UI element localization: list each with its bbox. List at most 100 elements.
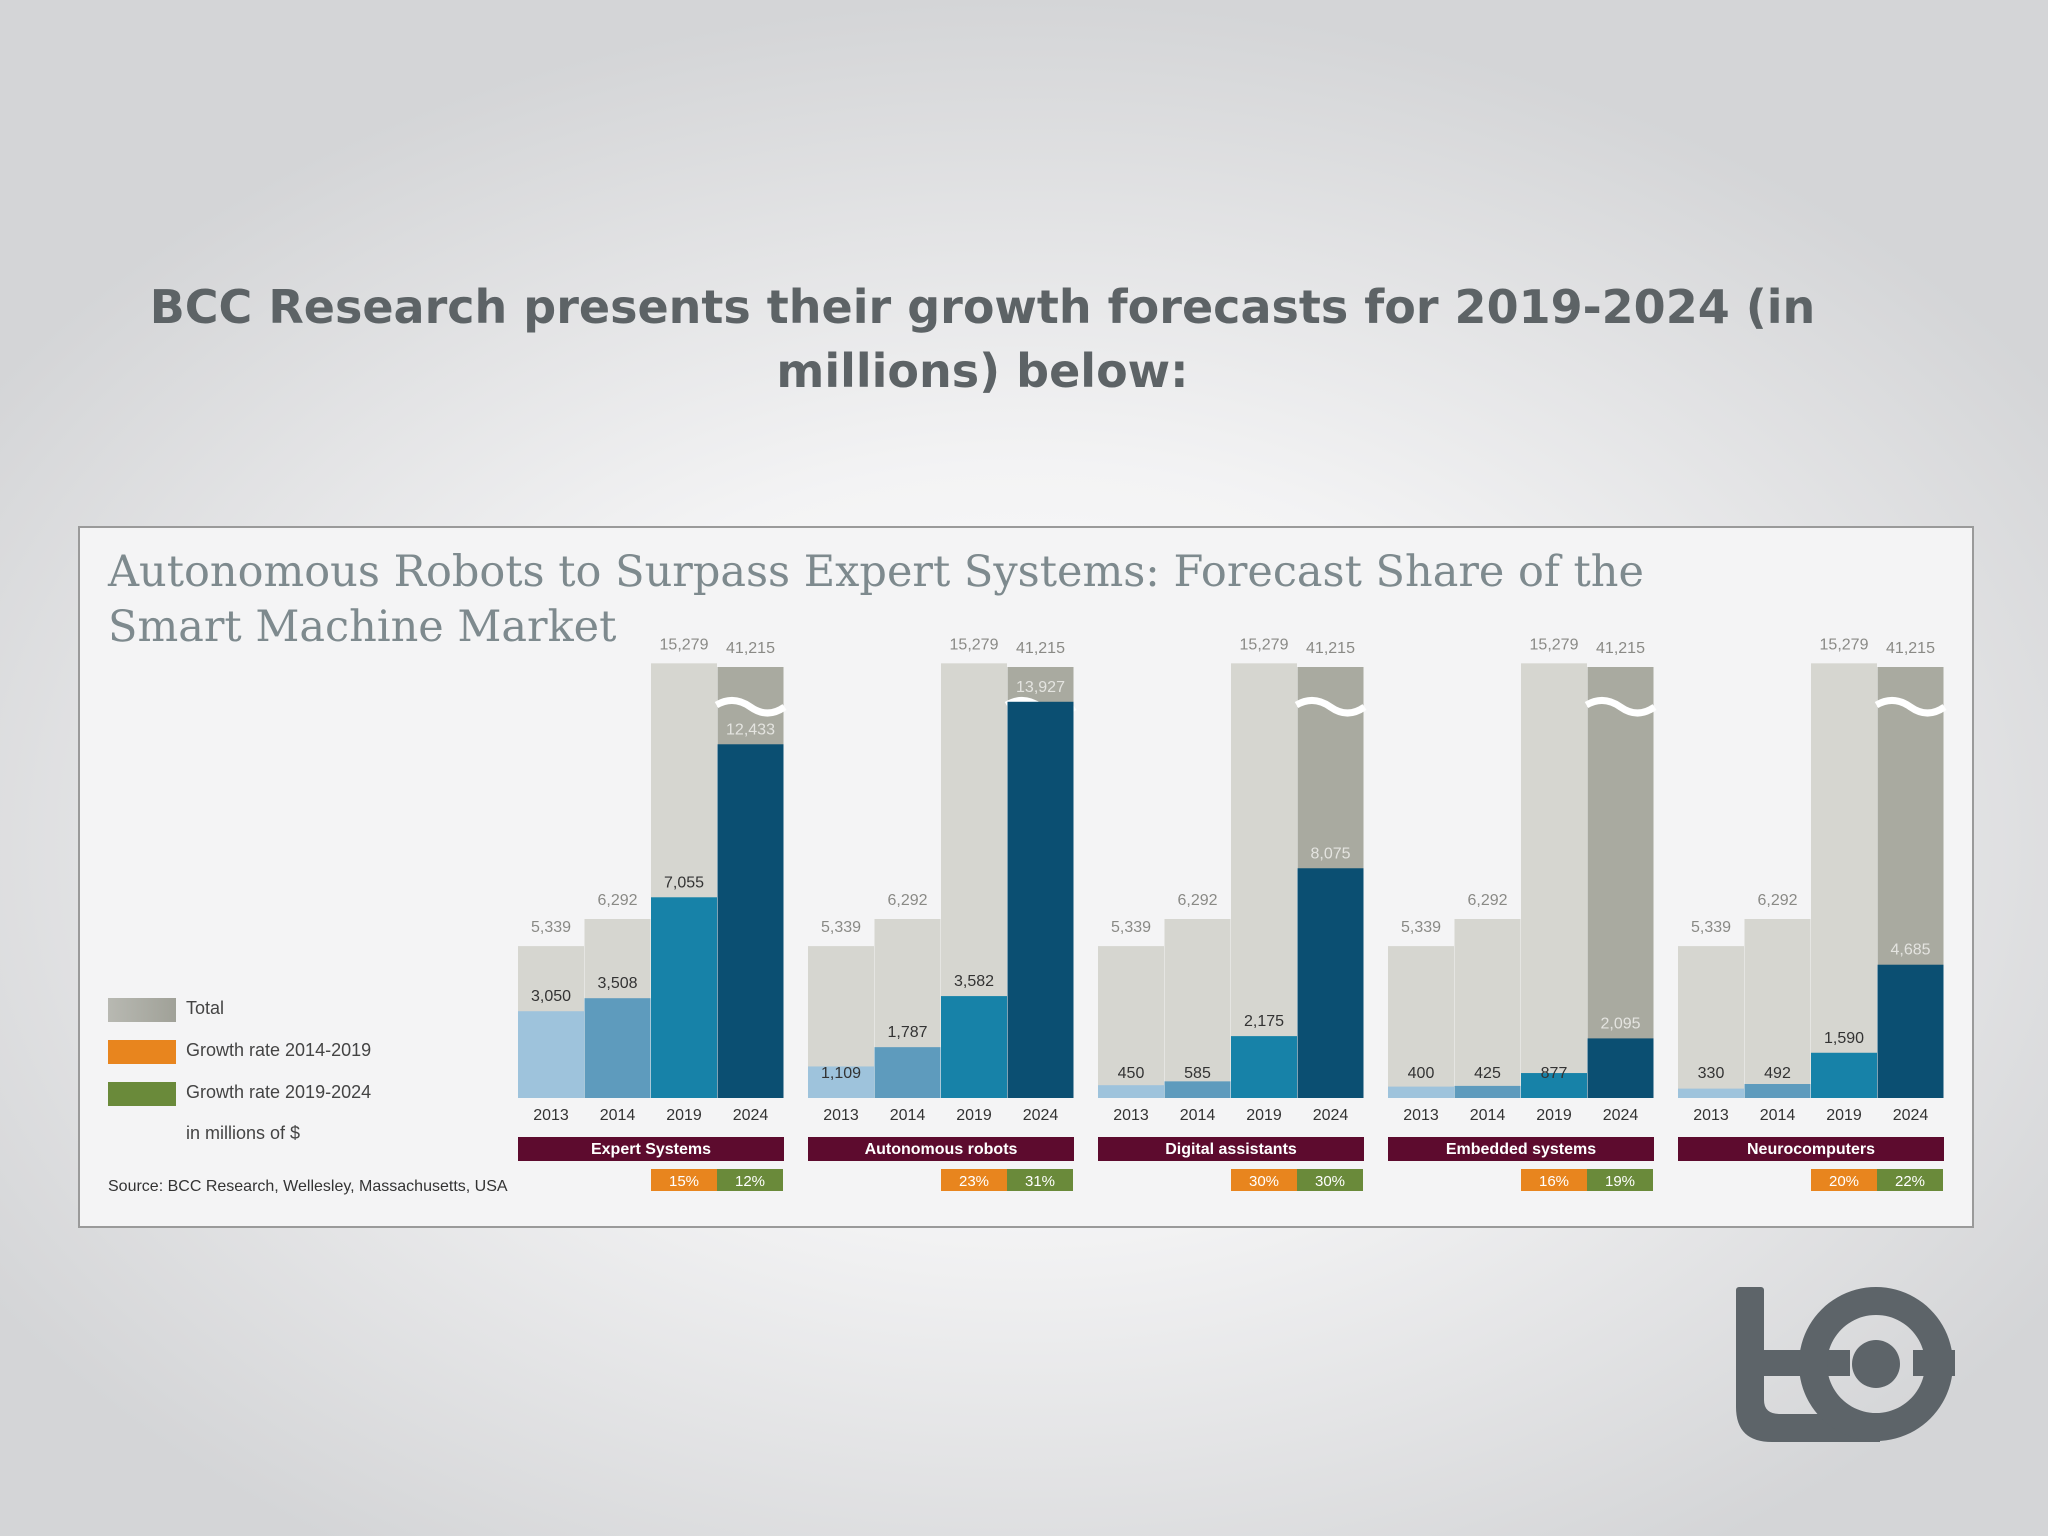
growth-value-2019-2024: 22% bbox=[1895, 1173, 1925, 1190]
segment-label: 3,508 bbox=[597, 975, 637, 992]
growth-value-2014-2019: 15% bbox=[669, 1173, 699, 1190]
growth-badge-2019-2024 bbox=[1007, 1169, 1073, 1191]
segment-label: 492 bbox=[1764, 1065, 1791, 1082]
total-label: 5,339 bbox=[821, 919, 861, 936]
group-label: Expert Systems bbox=[591, 1141, 711, 1158]
growth-value-2019-2024: 12% bbox=[735, 1173, 765, 1190]
total-label: 41,215 bbox=[1596, 640, 1645, 657]
segment-label: 2,175 bbox=[1244, 1013, 1284, 1030]
segment-label: 400 bbox=[1408, 1065, 1435, 1082]
source-note: Source: BCC Research, Wellesley, Massach… bbox=[108, 1178, 508, 1195]
segment-bar-neurocomputers-2019 bbox=[1811, 1052, 1877, 1098]
segment-bar-autonomous-robots-2024 bbox=[1007, 701, 1074, 1098]
growth-badge-2019-2024 bbox=[1877, 1169, 1943, 1191]
segment-bar-digital-assistants-2024 bbox=[1297, 868, 1364, 1098]
growth-badge-2014-2019 bbox=[651, 1169, 717, 1191]
total-bar-embedded-systems-2024 bbox=[1587, 667, 1654, 1098]
year-tick-label: 2014 bbox=[890, 1107, 926, 1124]
segment-bar-autonomous-robots-2019 bbox=[941, 996, 1007, 1098]
year-tick-label: 2014 bbox=[1470, 1107, 1506, 1124]
segment-label: 330 bbox=[1698, 1065, 1725, 1082]
segment-label: 1,787 bbox=[887, 1024, 927, 1041]
legend-label-total: Total bbox=[186, 998, 225, 1018]
segment-bar-embedded-systems-2014 bbox=[1454, 1085, 1521, 1098]
group-band bbox=[1678, 1137, 1944, 1161]
total-label: 15,279 bbox=[1240, 636, 1289, 653]
year-tick-label: 2014 bbox=[1180, 1107, 1216, 1124]
segment-bar-expert-systems-2014 bbox=[584, 998, 651, 1098]
total-label: 41,215 bbox=[726, 640, 775, 657]
group-band bbox=[1098, 1137, 1364, 1161]
segment-label: 2,095 bbox=[1600, 1015, 1640, 1032]
axis-break-mark bbox=[1294, 697, 1367, 717]
segment-label: 8,075 bbox=[1310, 845, 1350, 862]
total-label: 15,279 bbox=[1530, 636, 1579, 653]
year-tick-label: 2024 bbox=[1023, 1107, 1059, 1124]
growth-badge-2014-2019 bbox=[1231, 1169, 1297, 1191]
total-label: 6,292 bbox=[1177, 892, 1217, 909]
segment-bar-neurocomputers-2024 bbox=[1877, 964, 1944, 1098]
segment-bar-digital-assistants-2013 bbox=[1098, 1085, 1164, 1098]
segment-bar-autonomous-robots-2013 bbox=[808, 1066, 874, 1098]
growth-badge-2014-2019 bbox=[1811, 1169, 1877, 1191]
year-tick-label: 2024 bbox=[1313, 1107, 1349, 1124]
total-label: 6,292 bbox=[1467, 892, 1507, 909]
total-label: 41,215 bbox=[1886, 640, 1935, 657]
segment-label: 1,109 bbox=[821, 1065, 861, 1082]
total-label: 41,215 bbox=[1306, 640, 1355, 657]
segment-label: 1,590 bbox=[1824, 1030, 1864, 1047]
total-label: 6,292 bbox=[597, 892, 637, 909]
growth-value-2014-2019: 23% bbox=[959, 1173, 989, 1190]
year-tick-label: 2019 bbox=[1246, 1107, 1282, 1124]
total-label: 5,339 bbox=[1111, 919, 1151, 936]
year-tick-label: 2013 bbox=[1403, 1107, 1439, 1124]
group-label: Neurocomputers bbox=[1747, 1141, 1875, 1158]
group-label: Autonomous robots bbox=[865, 1141, 1018, 1158]
total-bar-neurocomputers-2014 bbox=[1744, 918, 1811, 1098]
total-label: 15,279 bbox=[1820, 636, 1869, 653]
axis-break-mark bbox=[714, 697, 787, 717]
axis-break-mark bbox=[1874, 697, 1947, 717]
total-bar-embedded-systems-2013 bbox=[1388, 946, 1454, 1098]
growth-badge-2019-2024 bbox=[1297, 1169, 1363, 1191]
group-band bbox=[1388, 1137, 1654, 1161]
year-tick-label: 2024 bbox=[1893, 1107, 1929, 1124]
growth-value-2019-2024: 19% bbox=[1605, 1173, 1635, 1190]
year-tick-label: 2013 bbox=[1113, 1107, 1149, 1124]
total-label: 5,339 bbox=[531, 919, 571, 936]
segment-label: 425 bbox=[1474, 1065, 1501, 1082]
total-bar-digital-assistants-2014 bbox=[1164, 918, 1231, 1098]
segment-label: 450 bbox=[1118, 1065, 1145, 1082]
total-bar-neurocomputers-2019 bbox=[1811, 663, 1877, 1098]
segment-label: 3,582 bbox=[954, 973, 994, 990]
segment-bar-digital-assistants-2014 bbox=[1164, 1081, 1231, 1098]
legend-swatch-total bbox=[108, 998, 176, 1022]
total-label: 6,292 bbox=[887, 892, 927, 909]
segment-label: 12,433 bbox=[726, 721, 775, 738]
growth-badge-2019-2024 bbox=[717, 1169, 783, 1191]
legend-swatch-growth-2014-2019 bbox=[108, 1040, 176, 1064]
chart-title: Autonomous Robots to Surpass Expert Syst… bbox=[108, 547, 1644, 652]
year-tick-label: 2019 bbox=[666, 1107, 702, 1124]
growth-value-2014-2019: 16% bbox=[1539, 1173, 1569, 1190]
segment-label: 585 bbox=[1184, 1065, 1211, 1082]
total-bar-embedded-systems-2019 bbox=[1521, 663, 1587, 1098]
segment-bar-expert-systems-2013 bbox=[518, 1011, 584, 1098]
total-label: 6,292 bbox=[1757, 892, 1797, 909]
year-tick-label: 2013 bbox=[823, 1107, 859, 1124]
segment-bar-neurocomputers-2014 bbox=[1744, 1084, 1811, 1098]
segment-label: 13,927 bbox=[1016, 679, 1065, 696]
year-tick-label: 2013 bbox=[533, 1107, 569, 1124]
segment-label: 877 bbox=[1541, 1065, 1568, 1082]
legend-swatch-growth-2019-2024 bbox=[108, 1082, 176, 1106]
year-tick-label: 2014 bbox=[1760, 1107, 1796, 1124]
segment-label: 7,055 bbox=[664, 874, 704, 891]
tc-logo bbox=[1736, 1287, 1955, 1442]
year-tick-label: 2019 bbox=[956, 1107, 992, 1124]
units-label: in millions of $ bbox=[186, 1123, 301, 1143]
growth-badge-2019-2024 bbox=[1587, 1169, 1653, 1191]
headline: BCC Research presents their growth forec… bbox=[149, 280, 1816, 398]
total-label: 15,279 bbox=[660, 636, 709, 653]
segment-bar-embedded-systems-2019 bbox=[1521, 1073, 1587, 1098]
year-tick-label: 2019 bbox=[1536, 1107, 1572, 1124]
